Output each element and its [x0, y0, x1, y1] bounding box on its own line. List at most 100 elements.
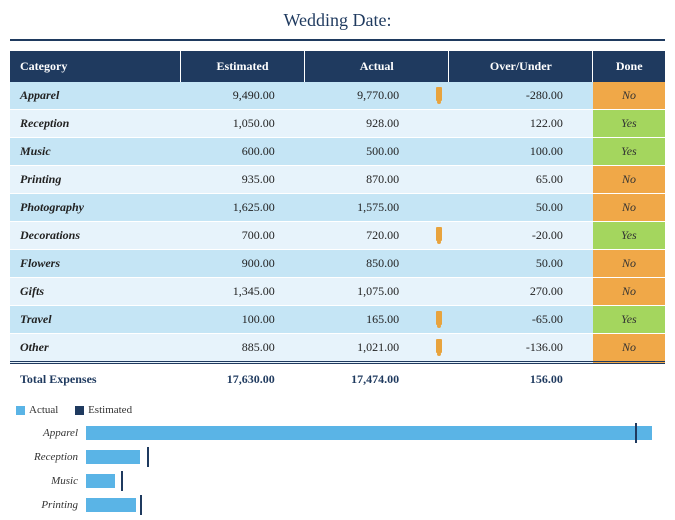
chart-track [86, 426, 665, 440]
chart-row: Reception [16, 446, 665, 468]
table-row: Other885.001,021.00 -136.00No [10, 334, 665, 363]
table-row: Apparel9,490.009,770.00 -280.00No [10, 82, 665, 110]
warning-icon [436, 339, 442, 353]
cell-actual: 1,021.00 [305, 334, 429, 363]
cell-done: Yes [593, 138, 665, 166]
cell-done: No [593, 194, 665, 222]
chart-label: Printing [16, 499, 86, 511]
table-header-row: Category Estimated Actual Over/Under Don… [10, 51, 665, 82]
cell-actual: 500.00 [305, 138, 429, 166]
cell-actual: 850.00 [305, 250, 429, 278]
cell-actual: 1,075.00 [305, 278, 429, 306]
cell-done: Yes [593, 222, 665, 250]
table-row: Gifts1,345.001,075.00 270.00No [10, 278, 665, 306]
cell-flag [429, 138, 449, 166]
chart-track [86, 498, 665, 512]
table-row: Travel100.00165.00-65.00Yes [10, 306, 665, 334]
table-row: Music600.00500.00100.00Yes [10, 138, 665, 166]
cell-done: No [593, 250, 665, 278]
cell-category: Other [10, 334, 180, 363]
cell-category: Decorations [10, 222, 180, 250]
cell-done: Yes [593, 306, 665, 334]
cell-done: No [593, 166, 665, 194]
page-title: Wedding Date: [283, 10, 391, 30]
chart-track [86, 474, 665, 488]
expenses-table: Category Estimated Actual Over/Under Don… [10, 51, 665, 396]
cell-estimated: 700.00 [180, 222, 304, 250]
chart-row: Apparel [16, 422, 665, 444]
chart-bar-actual [86, 450, 140, 464]
totals-actual: 17,474.00 [305, 363, 429, 396]
cell-flag [429, 334, 449, 363]
warning-icon [436, 87, 442, 101]
cell-flag [429, 278, 449, 306]
totals-label: Total Expenses [10, 363, 180, 396]
cell-estimated: 9,490.00 [180, 82, 304, 110]
chart-bar-actual [86, 426, 652, 440]
chart-row: Music [16, 470, 665, 492]
cell-over-under: 270.00 [449, 278, 593, 306]
legend-swatch-actual [16, 406, 25, 415]
totals-estimated: 17,630.00 [180, 363, 304, 396]
cell-flag [429, 110, 449, 138]
cell-actual: 928.00 [305, 110, 429, 138]
totals-done [593, 363, 665, 396]
col-actual: Actual [305, 51, 449, 82]
cell-over-under: 122.00 [449, 110, 593, 138]
chart-label: Music [16, 475, 86, 487]
cell-flag [429, 306, 449, 334]
cell-actual: 165.00 [305, 306, 429, 334]
cell-done: No [593, 334, 665, 363]
chart-tick-estimated [147, 447, 149, 467]
col-over-under: Over/Under [449, 51, 593, 82]
cell-flag [429, 166, 449, 194]
cell-over-under: -20.00 [449, 222, 593, 250]
col-category: Category [10, 51, 180, 82]
cell-estimated: 885.00 [180, 334, 304, 363]
legend-actual: Actual [16, 404, 58, 416]
warning-icon [436, 227, 442, 241]
cell-category: Flowers [10, 250, 180, 278]
warning-icon [436, 311, 442, 325]
chart-label: Apparel [16, 427, 86, 439]
cell-category: Gifts [10, 278, 180, 306]
table-row: Photography1,625.001,575.0050.00No [10, 194, 665, 222]
cell-actual: 9,770.00 [305, 82, 429, 110]
cell-category: Apparel [10, 82, 180, 110]
col-estimated: Estimated [180, 51, 304, 82]
chart-tick-estimated [140, 495, 142, 515]
chart-tick-estimated [635, 423, 637, 443]
cell-done: No [593, 82, 665, 110]
cell-estimated: 1,345.00 [180, 278, 304, 306]
table-row: Decorations700.00720.00-20.00Yes [10, 222, 665, 250]
cell-over-under: 100.00 [449, 138, 593, 166]
cell-estimated: 600.00 [180, 138, 304, 166]
cell-over-under: 50.00 [449, 194, 593, 222]
legend-label-actual: Actual [29, 404, 58, 416]
legend-estimated: Estimated [75, 404, 132, 416]
chart-row: Printing [16, 494, 665, 516]
col-done: Done [593, 51, 665, 82]
totals-flag [429, 363, 449, 396]
cell-flag [429, 194, 449, 222]
cell-estimated: 1,625.00 [180, 194, 304, 222]
cell-category: Reception [10, 110, 180, 138]
legend-swatch-estimated [75, 406, 84, 415]
cell-estimated: 100.00 [180, 306, 304, 334]
legend-label-estimated: Estimated [88, 404, 132, 416]
table-row: Flowers900.00850.00 50.00No [10, 250, 665, 278]
chart-label: Reception [16, 451, 86, 463]
cell-over-under: 50.00 [449, 250, 593, 278]
cell-over-under: -136.00 [449, 334, 593, 363]
chart-tick-estimated [121, 471, 123, 491]
cell-estimated: 935.00 [180, 166, 304, 194]
chart-bar-actual [86, 498, 136, 512]
chart-legend: Actual Estimated [10, 404, 665, 416]
cell-estimated: 900.00 [180, 250, 304, 278]
cell-flag [429, 222, 449, 250]
cell-over-under: -65.00 [449, 306, 593, 334]
cell-actual: 1,575.00 [305, 194, 429, 222]
cell-over-under: 65.00 [449, 166, 593, 194]
cell-over-under: -280.00 [449, 82, 593, 110]
cell-done: No [593, 278, 665, 306]
